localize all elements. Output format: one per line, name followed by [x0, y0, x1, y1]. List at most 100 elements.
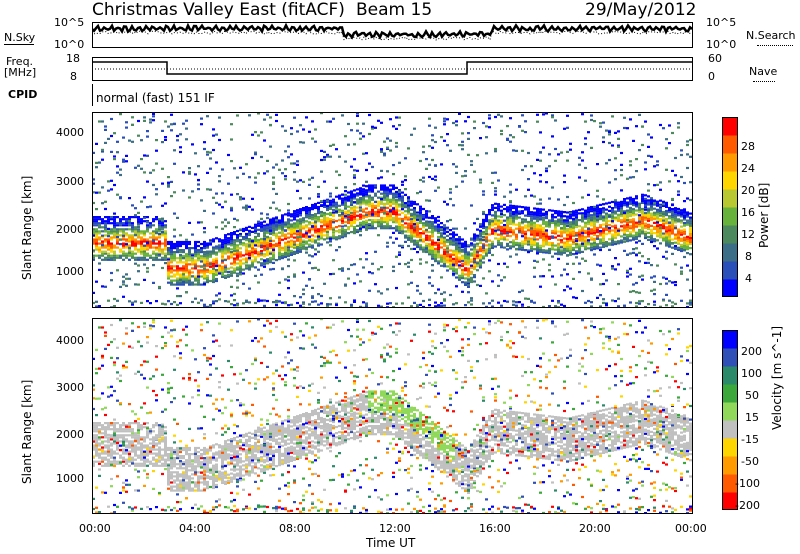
power-cell	[269, 268, 272, 271]
power-cell	[140, 248, 143, 251]
power-cell	[212, 264, 215, 267]
power-cell	[236, 238, 239, 241]
velocity-cell	[98, 424, 101, 427]
power-cell	[146, 180, 149, 183]
power-cell	[137, 218, 140, 221]
power-cell	[455, 243, 458, 247]
power-cell	[95, 166, 98, 169]
power-cell	[194, 261, 197, 264]
power-cell	[452, 251, 455, 254]
power-cell	[179, 278, 182, 282]
power-cell	[284, 223, 287, 226]
power-cell	[290, 239, 293, 242]
power-cell	[683, 228, 686, 231]
power-cell	[554, 230, 557, 233]
power-cell	[260, 229, 263, 232]
power-cell	[128, 222, 131, 225]
power-cell	[173, 275, 176, 278]
power-cell	[326, 219, 329, 222]
power-cell	[245, 253, 248, 256]
power-cell	[431, 217, 434, 220]
power-cell	[104, 250, 107, 253]
power-cell	[308, 130, 311, 133]
power-cell	[410, 227, 413, 230]
power-cell	[650, 214, 653, 217]
power-cell	[521, 221, 524, 224]
power-cell	[317, 209, 320, 213]
power-cell	[440, 163, 443, 166]
power-cell	[365, 228, 368, 231]
power-cell	[275, 259, 278, 262]
power-cell	[389, 210, 392, 213]
power-cell	[554, 212, 557, 215]
power-cell	[590, 249, 593, 252]
power-cell	[92, 230, 95, 233]
power-cell	[419, 303, 422, 306]
power-cell	[530, 225, 533, 228]
power-cell	[359, 201, 362, 204]
power-cell	[170, 279, 173, 282]
power-cell	[95, 246, 98, 249]
power-cell	[365, 252, 368, 255]
power-cell	[503, 276, 506, 279]
power-cell	[110, 236, 113, 239]
power-cell	[260, 227, 263, 230]
power-cell	[593, 209, 596, 212]
power-cell	[563, 211, 566, 214]
power-cell	[641, 193, 644, 196]
power-cell	[629, 201, 632, 204]
power-cell	[320, 235, 323, 238]
power-cell	[551, 213, 554, 216]
power-cell	[479, 178, 482, 181]
power-cell	[254, 274, 257, 277]
power-cell	[125, 234, 128, 237]
power-cell	[221, 206, 224, 209]
power-cell	[521, 129, 524, 132]
power-cell	[437, 250, 440, 253]
power-cell	[296, 215, 299, 218]
power-cell	[536, 207, 539, 210]
power-cell	[395, 302, 398, 305]
power-cell	[455, 233, 458, 236]
power-cell	[464, 269, 467, 272]
power-cell	[296, 209, 299, 212]
power-cell	[161, 129, 164, 132]
power-cell	[107, 232, 110, 235]
power-cell	[524, 232, 527, 235]
power-cell	[293, 222, 296, 225]
power-cell	[659, 204, 662, 207]
power-cell	[440, 228, 443, 231]
velocity-cell	[92, 430, 95, 433]
power-cell	[452, 231, 455, 234]
power-cell	[668, 223, 671, 226]
noise-left-tick-top: 10^5	[54, 16, 85, 29]
power-cell	[212, 238, 215, 241]
power-cell	[239, 255, 242, 258]
power-cell	[440, 276, 443, 279]
power-cell	[353, 221, 356, 224]
power-cell	[659, 242, 662, 245]
power-cell	[257, 222, 260, 225]
power-cell	[101, 246, 104, 249]
power-cell	[155, 256, 158, 259]
power-cell	[338, 237, 341, 240]
power-cell	[245, 237, 248, 240]
power-cell	[578, 271, 581, 274]
power-cell	[545, 221, 548, 224]
power-cell	[263, 259, 266, 262]
power-cell	[383, 152, 386, 155]
power-cell	[461, 262, 464, 265]
power-cell	[263, 220, 266, 223]
power-cell	[680, 272, 683, 275]
power-cell	[386, 194, 389, 197]
power-cell	[686, 305, 689, 308]
power-cell	[293, 171, 296, 174]
power-cell	[152, 234, 155, 237]
power-cell	[353, 201, 356, 204]
power-cell	[647, 183, 650, 186]
velocity-cell	[98, 438, 101, 441]
power-cell	[641, 242, 644, 245]
power-cell	[419, 236, 422, 239]
power-cell	[218, 272, 221, 275]
power-cell	[167, 271, 170, 274]
